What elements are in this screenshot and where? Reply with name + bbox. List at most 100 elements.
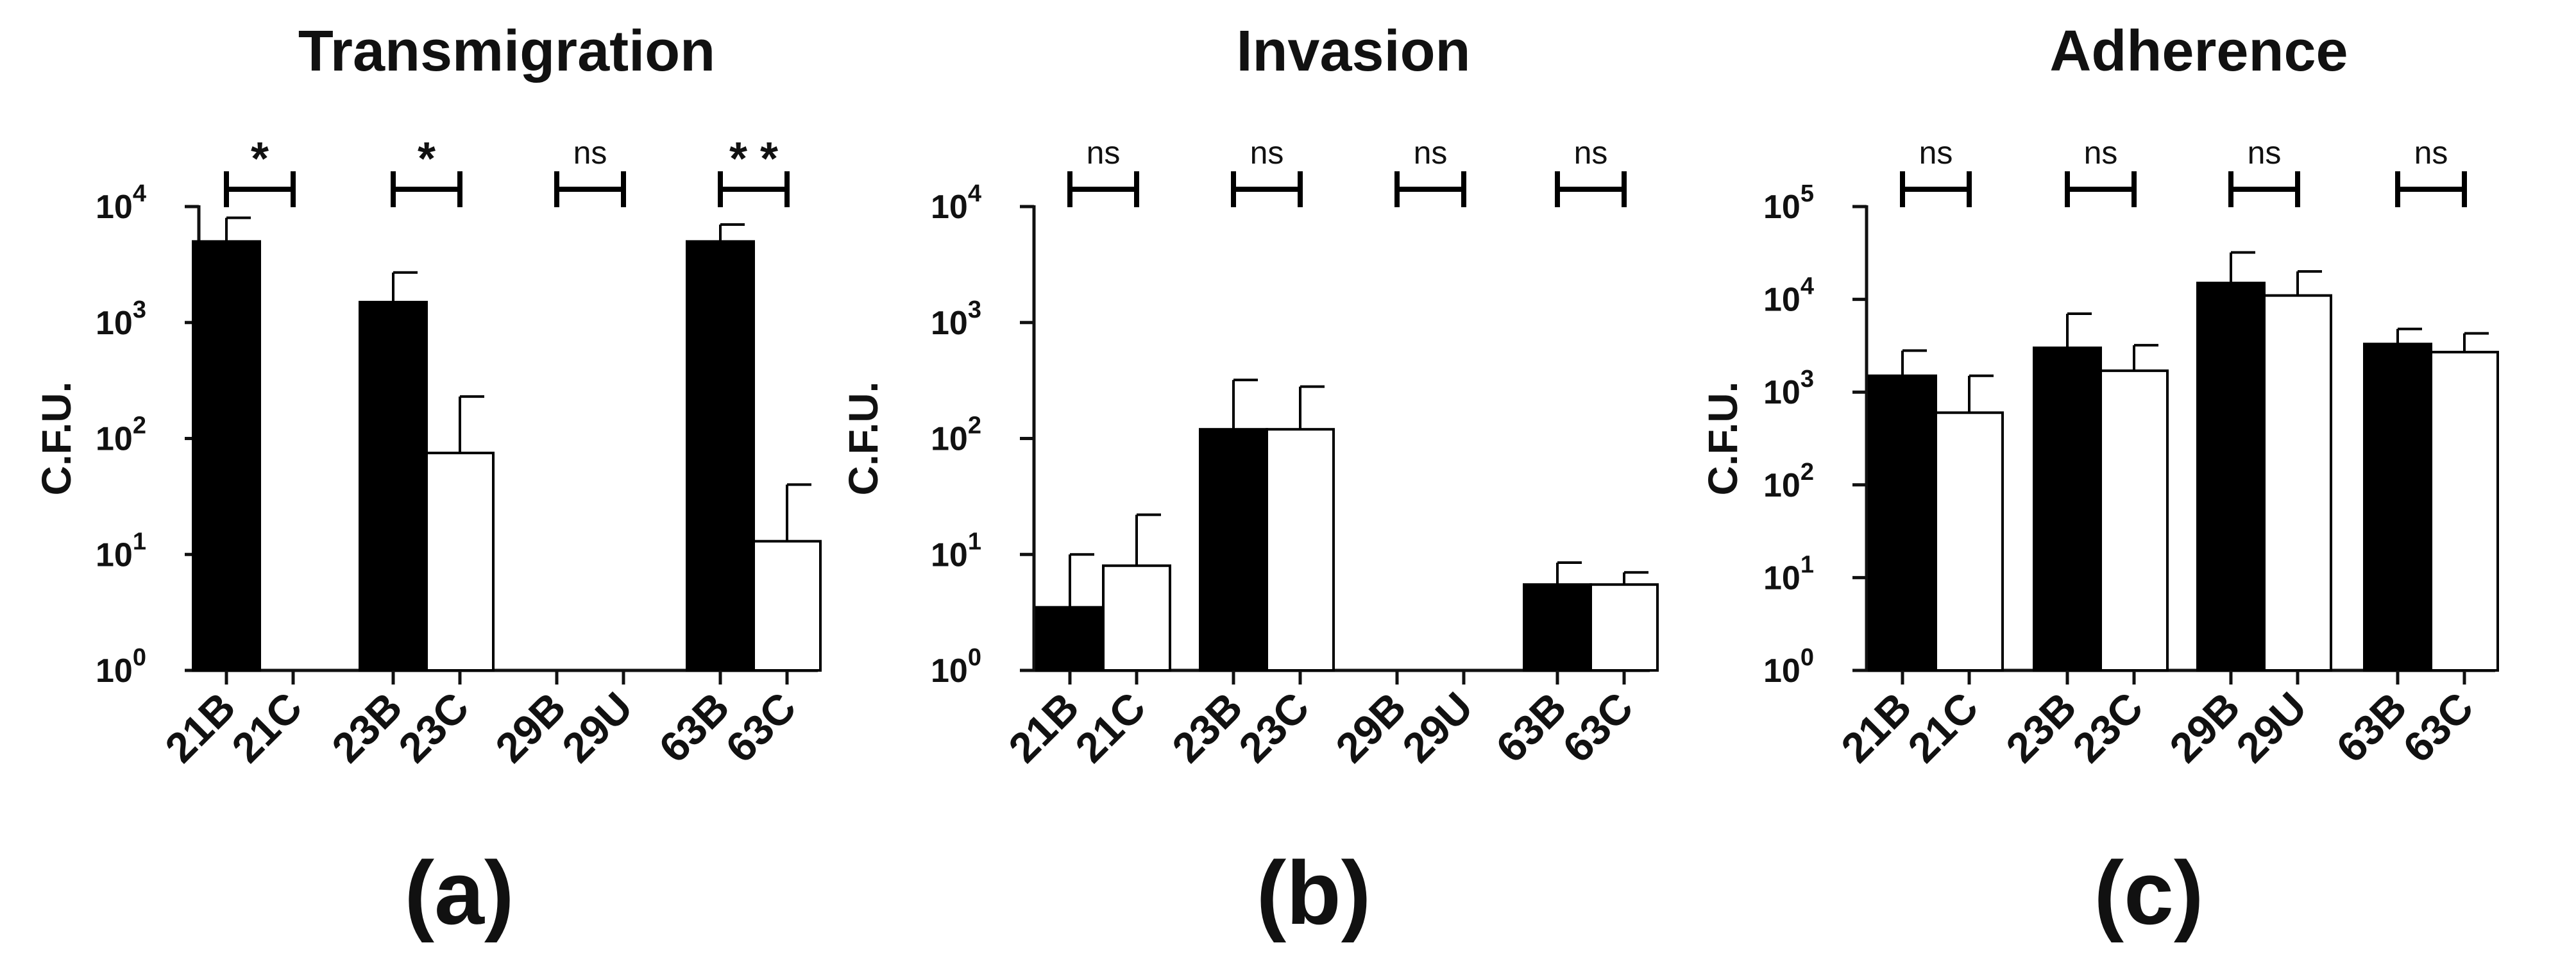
category-label: 21B [1832, 683, 1920, 772]
category-label: 29U [1393, 683, 1482, 772]
significance-label: ns [2414, 135, 2448, 171]
significance-label: * [251, 133, 269, 185]
bar-23B [1199, 428, 1268, 672]
y-tick-exponent: 2 [1801, 459, 1814, 486]
significance-label: ns [1087, 135, 1121, 171]
bar-21B [192, 240, 261, 672]
significance-label: ns [1250, 135, 1284, 171]
y-tick-exponent: 2 [968, 413, 981, 439]
bar-29U [2263, 294, 2332, 672]
y-tick-label: 100 [931, 644, 981, 690]
y-axis-label: C.F.U. [1700, 382, 1746, 496]
category-label: 63B [2327, 683, 2416, 772]
category-label: 29B [2160, 683, 2249, 772]
bar-21C [1935, 411, 2004, 672]
category-label: 63C [716, 683, 805, 772]
y-tick-exponent: 1 [133, 528, 146, 555]
y-tick-label: 105 [1763, 180, 1814, 226]
category-label: 23B [1163, 683, 1251, 772]
bar-21B [1868, 374, 1937, 672]
y-axis-label: C.F.U. [33, 382, 80, 496]
y-tick-exponent: 0 [968, 644, 981, 671]
bar-29B [2196, 282, 2266, 672]
y-tick-label: 103 [931, 296, 981, 342]
category-label: 23C [389, 683, 478, 772]
y-tick-label: 102 [96, 413, 146, 458]
y-tick-exponent: 1 [1801, 551, 1814, 578]
category-label: 63B [1487, 683, 1575, 772]
bar-21B [1035, 606, 1105, 672]
category-label: 21C [1066, 683, 1155, 772]
y-tick-base: 10 [931, 652, 968, 690]
bar-63B [686, 240, 755, 672]
y-tick-exponent: 4 [968, 180, 981, 207]
significance-label: * * [729, 133, 778, 185]
y-tick-label: 101 [1763, 551, 1814, 597]
significance-label: ns [1414, 135, 1448, 171]
y-tick-base: 10 [96, 305, 133, 342]
y-tick-label: 100 [96, 644, 146, 690]
y-tick-base: 10 [1763, 374, 1801, 411]
category-label: 29U [553, 683, 641, 772]
y-tick-exponent: 0 [1801, 644, 1814, 671]
y-tick-label: 101 [96, 528, 146, 574]
bar-23C [2099, 369, 2169, 672]
y-tick-base: 10 [931, 189, 968, 226]
significance-label: ns [1574, 135, 1608, 171]
bar-23C [1266, 428, 1335, 672]
chart-title: Adherence [2049, 19, 2348, 83]
chart-panel-2: Invasion(b)C.F.U.10010110210310421B21Cns… [840, 19, 1659, 943]
category-label: 29U [2227, 683, 2316, 772]
y-tick-base: 10 [1763, 652, 1801, 690]
y-tick-base: 10 [96, 421, 133, 458]
y-tick-label: 104 [96, 180, 146, 226]
bar-63C [2430, 350, 2499, 672]
y-tick-base: 10 [931, 305, 968, 342]
y-tick-base: 10 [931, 421, 968, 458]
chart-panel-1: Transmigration(a)C.F.U.10010110210310421… [33, 19, 822, 943]
significance-label: ns [2248, 135, 2282, 171]
y-tick-exponent: 3 [1801, 366, 1814, 393]
y-tick-exponent: 2 [133, 413, 146, 439]
category-label: 29B [486, 683, 575, 772]
y-tick-exponent: 3 [968, 296, 981, 323]
chart-panel-3: Adherence(c)C.F.U.10010110210310410521B2… [1700, 19, 2499, 943]
panel-label: (a) [404, 842, 514, 943]
y-tick-base: 10 [1763, 467, 1801, 504]
category-label: 63C [1554, 683, 1642, 772]
panel-label: (b) [1257, 842, 1371, 943]
category-label: 21B [999, 683, 1088, 772]
y-tick-exponent: 4 [1801, 273, 1814, 300]
bar-23B [359, 300, 428, 672]
y-tick-exponent: 0 [133, 644, 146, 671]
category-label: 23B [1997, 683, 2085, 772]
y-tick-base: 10 [96, 652, 133, 690]
y-tick-label: 100 [1763, 644, 1814, 690]
category-label: 63C [2394, 683, 2482, 772]
y-tick-base: 10 [1763, 559, 1801, 597]
y-tick-base: 10 [96, 536, 133, 574]
significance-label: * [418, 133, 436, 185]
chart-title: Transmigration [298, 19, 715, 83]
y-tick-label: 102 [931, 413, 981, 458]
y-tick-exponent: 5 [1801, 180, 1814, 207]
bar-21C [1102, 564, 1171, 672]
bar-23C [425, 452, 495, 672]
y-tick-base: 10 [96, 189, 133, 226]
category-label: 21C [1899, 683, 1987, 772]
bar-63B [2363, 343, 2432, 672]
y-tick-label: 101 [931, 528, 981, 574]
y-tick-label: 102 [1763, 459, 1814, 504]
y-tick-base: 10 [1763, 189, 1801, 226]
significance-label: ns [1919, 135, 1953, 171]
panel-label: (c) [2094, 842, 2203, 943]
chart-title: Invasion [1236, 19, 1470, 83]
y-tick-exponent: 4 [133, 180, 146, 207]
bar-63C [1589, 583, 1659, 672]
y-tick-label: 104 [931, 180, 981, 226]
bar-23B [2033, 346, 2102, 672]
category-label: 23C [1230, 683, 1318, 772]
category-label: 21B [156, 683, 244, 772]
y-tick-label: 104 [1763, 273, 1814, 319]
